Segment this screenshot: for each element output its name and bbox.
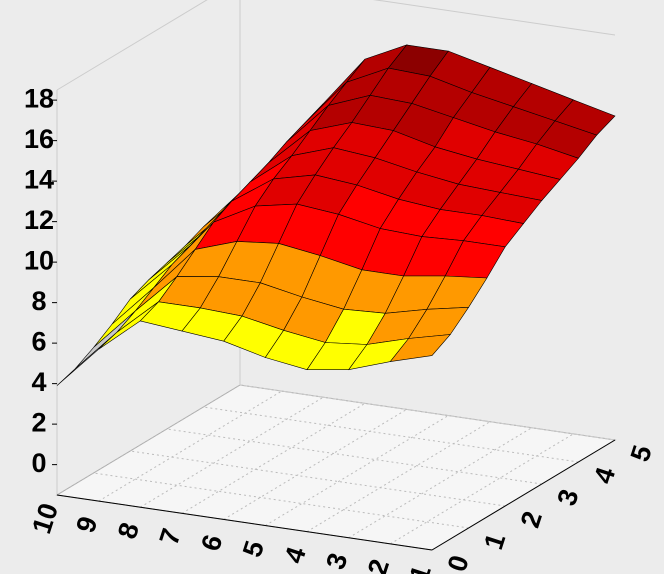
grid-line xyxy=(203,406,579,463)
grid-line xyxy=(56,384,241,496)
grid-line xyxy=(130,450,506,507)
z-tick-label: 14 xyxy=(24,164,54,194)
z-tick-label: 6 xyxy=(31,326,46,356)
grid-line xyxy=(98,390,282,502)
z-tick-label: 8 xyxy=(31,286,46,316)
grid-line xyxy=(239,384,616,441)
axis-line xyxy=(56,494,433,551)
axis-line xyxy=(431,439,616,551)
z-tick-label: 0 xyxy=(31,448,46,478)
z-tick-label: 18 xyxy=(24,83,54,113)
grid-line xyxy=(166,428,542,485)
grid-line xyxy=(181,402,366,514)
grid-line xyxy=(306,421,491,533)
surface-cell xyxy=(389,334,452,363)
grid-line xyxy=(348,427,532,539)
box-edge xyxy=(372,0,616,36)
grid-line xyxy=(93,472,469,529)
z-tick-label: 16 xyxy=(24,124,54,154)
z-tick-label: 2 xyxy=(31,407,46,437)
grid-line xyxy=(265,415,449,526)
box-edge xyxy=(56,0,208,91)
grid-line xyxy=(140,396,324,508)
grid-line xyxy=(223,409,407,520)
z-tick-label: 10 xyxy=(24,245,54,275)
z-tick-label: 4 xyxy=(31,367,46,397)
z-tick-label: 12 xyxy=(24,205,54,235)
grid-line xyxy=(390,433,574,545)
